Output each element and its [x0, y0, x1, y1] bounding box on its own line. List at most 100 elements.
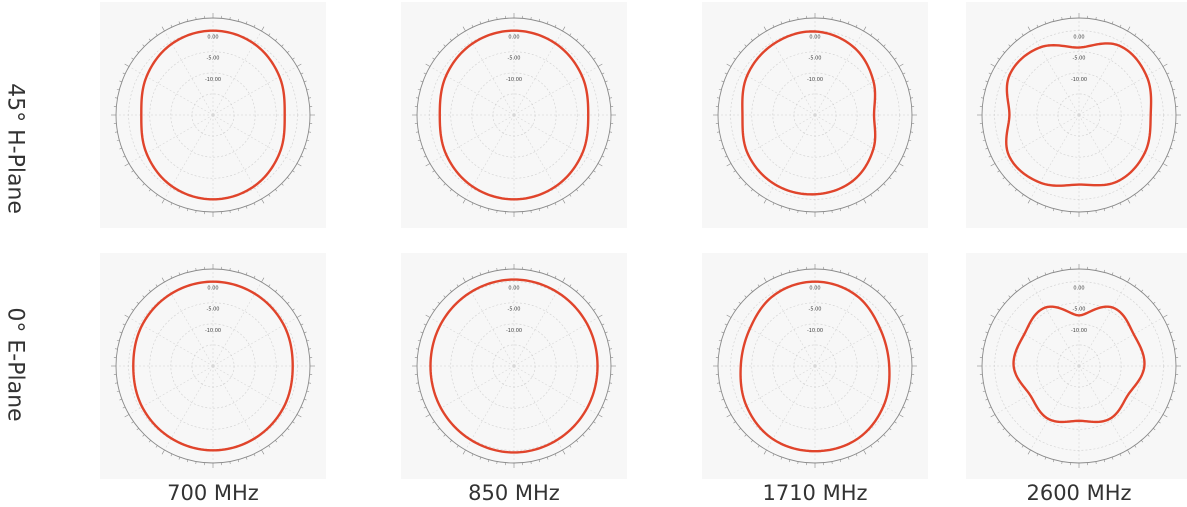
ring-tick [1052, 208, 1055, 212]
ring-tick [306, 390, 310, 393]
ring-tick [877, 289, 880, 292]
ring-tick [990, 63, 996, 67]
ring-tick [292, 308, 295, 311]
grid-circle [772, 323, 858, 409]
ring-tick [471, 24, 474, 28]
grid-circle [471, 323, 557, 409]
ring-tick [1021, 445, 1024, 448]
ring-tick [607, 339, 611, 342]
ring-tick [538, 269, 541, 273]
grid-spoke [212, 281, 262, 367]
ring-tick [178, 206, 181, 209]
ring-tick [870, 284, 873, 287]
ring-tick [304, 398, 307, 401]
ring-tick [275, 440, 278, 443]
ring-tick [757, 445, 760, 448]
ring-tick [597, 414, 603, 418]
ring-tick [997, 57, 1000, 60]
ring-tick [1111, 21, 1114, 24]
ring-tick [582, 183, 585, 186]
ring-tick [1166, 323, 1170, 326]
ring-tick [554, 453, 557, 457]
ring-tick [1172, 390, 1176, 393]
ring-tick [988, 72, 992, 75]
ring-tick [300, 406, 304, 409]
ring-tick [261, 449, 265, 455]
ring-tick [1134, 33, 1137, 36]
pattern-trace [739, 280, 891, 453]
ring-tick [562, 198, 566, 204]
ring-tick [889, 428, 892, 431]
ring-tick [744, 295, 747, 298]
radial-tick-label: -10.00 [1071, 328, 1087, 334]
grid-spoke [212, 365, 262, 451]
ring-tick [906, 80, 909, 83]
ring-tick [546, 457, 549, 460]
ring-tick [1153, 428, 1156, 431]
ring-tick [1158, 57, 1161, 60]
ring-tick [726, 314, 732, 318]
ring-tick [788, 459, 791, 463]
ring-tick [437, 177, 440, 180]
ring-tick [432, 308, 435, 311]
ring-tick [122, 323, 126, 326]
ring-tick [1119, 202, 1122, 206]
ring-tick [1147, 295, 1150, 298]
ring-tick [161, 198, 165, 204]
ring-tick [990, 163, 996, 167]
ring-tick [750, 189, 753, 192]
ring-tick [292, 57, 295, 60]
ring-tick [1002, 301, 1005, 304]
radial-tick-label: -5.00 [809, 307, 822, 313]
ring-tick [757, 284, 760, 287]
ring-tick [985, 331, 988, 334]
col-label-2600: 2600 MHz [1026, 481, 1132, 505]
ring-tick [1103, 208, 1106, 212]
grid-spoke [212, 114, 298, 164]
ring-tick [990, 314, 996, 318]
ring-tick [170, 453, 173, 457]
grid-circle [1015, 51, 1143, 179]
ring-tick [487, 269, 490, 273]
ring-tick [1162, 314, 1168, 318]
ring-tick [449, 289, 452, 292]
ring-tick [546, 21, 549, 24]
ring-tick [726, 163, 732, 167]
ring-tick [1153, 50, 1156, 53]
ring-tick [292, 421, 295, 424]
polar-svg: 0.00 -5.00 -10.00 [977, 13, 1181, 217]
ring-tick [569, 33, 572, 36]
grid-circle [751, 51, 879, 179]
grid-circle [149, 302, 277, 430]
grid-spoke [128, 66, 214, 116]
ring-tick [883, 295, 886, 298]
ring-tick [1134, 284, 1137, 287]
grid-spoke [730, 365, 816, 415]
ring-tick [456, 194, 459, 197]
ring-tick [131, 421, 134, 424]
grid-spoke [766, 365, 816, 451]
ring-tick [1119, 24, 1122, 28]
grid-spoke [814, 365, 864, 451]
ring-tick [576, 38, 579, 41]
grid-spoke [766, 114, 816, 200]
ring-tick [569, 194, 572, 197]
ring-tick [605, 80, 608, 83]
ring-tick [281, 44, 284, 47]
radial-tick-label: 0.00 [207, 35, 218, 41]
grid-spoke [1078, 317, 1164, 367]
ring-tick [437, 428, 440, 431]
polar-svg: 0.00 -5.00 -10.00 [111, 13, 315, 217]
grid-spoke [1078, 66, 1164, 116]
ring-tick [281, 295, 284, 298]
grid-spoke [1078, 281, 1128, 367]
ring-tick [733, 421, 736, 424]
ring-tick [1111, 457, 1114, 460]
ring-tick [142, 44, 145, 47]
ring-tick [982, 339, 986, 342]
radial-tick-label: -10.00 [807, 328, 823, 334]
ring-tick [601, 323, 605, 326]
radial-tick-label: -10.00 [506, 328, 522, 334]
ring-tick [425, 63, 431, 67]
ring-tick [479, 21, 482, 24]
